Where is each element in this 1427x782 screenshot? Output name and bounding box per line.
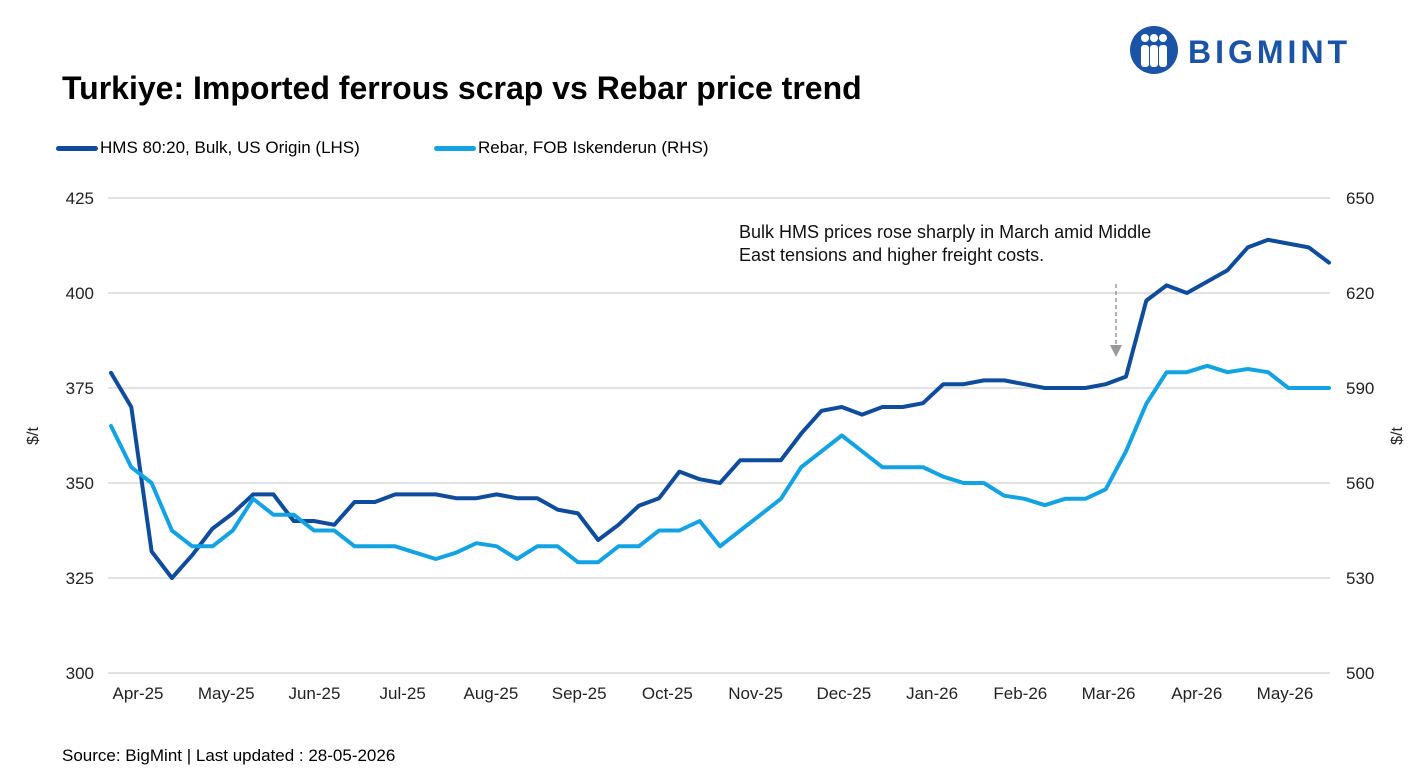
y-left-tick-label: 375 xyxy=(66,379,94,398)
y-right-tick-label: 530 xyxy=(1346,569,1374,588)
x-axis-ticks: Apr-25 May-25 Jun-25 Jul-25 Aug-25 Sep-25 Oct-… xyxy=(112,684,1313,703)
annotation-arrow-head xyxy=(1110,345,1122,357)
x-tick-label: Apr-26 xyxy=(1171,684,1222,703)
series-line-rebar xyxy=(109,363,1331,565)
x-tick-label: Nov-25 xyxy=(728,684,783,703)
y-right-tick-label: 620 xyxy=(1346,284,1374,303)
legend-swatch-rebar xyxy=(434,145,476,151)
y-left-tick-label: 350 xyxy=(66,474,94,493)
x-tick-label: Aug-25 xyxy=(464,684,519,703)
annotation-text-line: East tensions and higher freight costs. xyxy=(739,245,1044,265)
y-left-tick-label: 425 xyxy=(66,189,94,208)
x-tick-label: Oct-25 xyxy=(642,684,693,703)
x-tick-label: May-25 xyxy=(198,684,255,703)
source-note: Source: BigMint | Last updated : 28-05-2… xyxy=(62,746,396,765)
y-left-tick-label: 325 xyxy=(66,569,94,588)
y-left-axis-title: $/t xyxy=(25,427,42,445)
x-tick-label: May-26 xyxy=(1257,684,1314,703)
x-tick-label: Dec-25 xyxy=(816,684,871,703)
y-right-axis-title: $/t xyxy=(1389,427,1406,445)
x-tick-label: Jul-25 xyxy=(380,684,426,703)
y-right-tick-label: 650 xyxy=(1346,189,1374,208)
x-tick-label: Jan-26 xyxy=(906,684,958,703)
bigmint-logo: BIGMINT xyxy=(1130,26,1351,74)
axis-titles: $/t $/t xyxy=(25,427,1406,445)
right-axis-ticks: 500 530 560 590 620 650 xyxy=(1346,189,1374,683)
x-tick-label: Feb-26 xyxy=(993,684,1047,703)
y-right-tick-label: 500 xyxy=(1346,664,1374,683)
x-tick-label: Mar-26 xyxy=(1082,684,1136,703)
x-tick-label: Sep-25 xyxy=(552,684,607,703)
left-axis-ticks: 300 325 350 375 400 425 xyxy=(66,189,94,683)
series-line-hms xyxy=(109,237,1331,580)
y-right-tick-label: 590 xyxy=(1346,379,1374,398)
x-tick-label: Jun-25 xyxy=(288,684,340,703)
legend-swatch-hms xyxy=(56,145,98,151)
annotation-text-line: Bulk HMS prices rose sharply in March am… xyxy=(739,222,1151,242)
series-lines xyxy=(109,237,1331,580)
legend-item-hms: HMS 80:20, Bulk, US Origin (LHS) xyxy=(56,138,360,158)
line-chart: 300 325 350 375 400 425 500 530 560 590 620 650 Ap… xyxy=(25,189,1406,703)
chart-title: Turkiye: Imported ferrous scrap vs Rebar… xyxy=(62,70,862,106)
legend-item-rebar: Rebar, FOB Iskenderun (RHS) xyxy=(434,138,709,158)
x-tick-label: Apr-25 xyxy=(112,684,163,703)
y-left-tick-label: 300 xyxy=(66,664,94,683)
annotation: Bulk HMS prices rose sharply in March am… xyxy=(739,222,1151,357)
bigmint-logo-text: BIGMINT xyxy=(1188,34,1351,70)
legend-label-hms: HMS 80:20, Bulk, US Origin (LHS) xyxy=(100,138,360,157)
y-right-tick-label: 560 xyxy=(1346,474,1374,493)
gridlines xyxy=(108,197,1330,674)
y-left-tick-label: 400 xyxy=(66,284,94,303)
legend-label-rebar: Rebar, FOB Iskenderun (RHS) xyxy=(478,138,709,157)
